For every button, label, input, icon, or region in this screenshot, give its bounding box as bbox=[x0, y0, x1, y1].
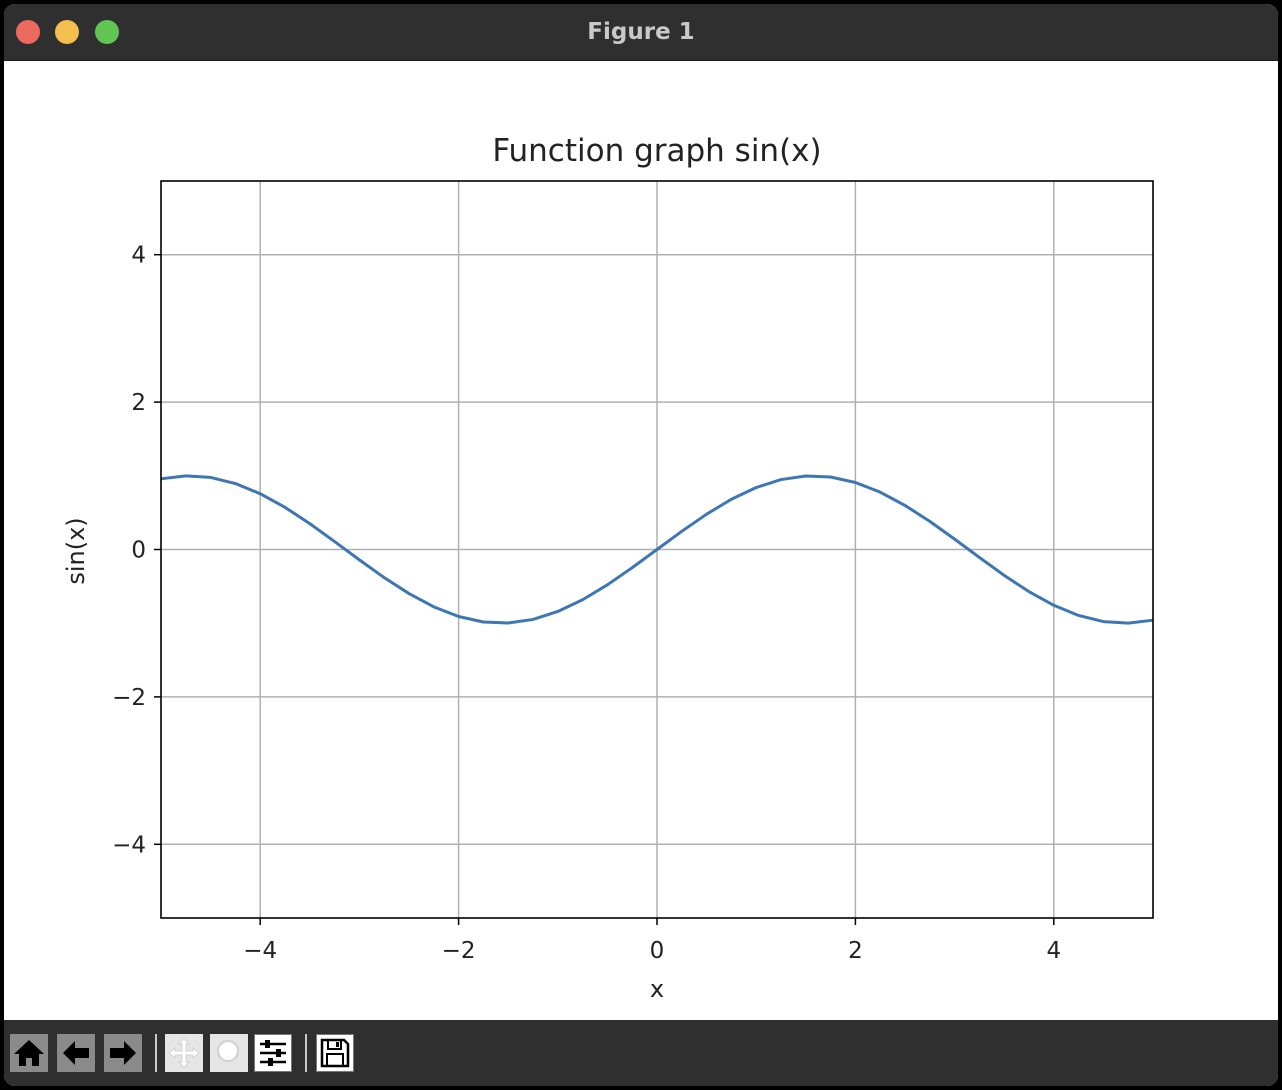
floppy-disk-icon bbox=[320, 1038, 350, 1068]
arrow-left-icon bbox=[63, 1041, 89, 1065]
x-axis-label: x bbox=[650, 975, 664, 1003]
sin-chart: −4 −2 0 2 4 −4 −2 0 2 4 Function graph sin(x) x s… bbox=[62, 133, 1154, 1003]
pan-button[interactable] bbox=[165, 1034, 203, 1072]
x-tick-label: −2 bbox=[442, 938, 476, 964]
figure-canvas[interactable]: −4 −2 0 2 4 −4 −2 0 2 4 Function graph sin(x) x s… bbox=[4, 61, 1278, 1020]
sliders-icon bbox=[260, 1040, 286, 1066]
zoom-button[interactable] bbox=[210, 1034, 248, 1072]
figure-window: Figure 1 −4 −2 0 2 4 −4 −2 0 2 4 Function graph s… bbox=[4, 4, 1278, 1086]
toolbar-separator bbox=[305, 1034, 307, 1072]
arrow-right-icon bbox=[110, 1041, 136, 1065]
y-tick-label: −4 bbox=[112, 832, 146, 858]
back-button[interactable] bbox=[57, 1034, 95, 1072]
navigation-toolbar bbox=[4, 1020, 1278, 1086]
y-tick-label: 4 bbox=[131, 243, 146, 269]
y-tick-label: −2 bbox=[112, 685, 146, 711]
move-icon bbox=[168, 1037, 200, 1069]
y-tick-label: 2 bbox=[131, 390, 146, 416]
maximize-button[interactable] bbox=[95, 20, 119, 44]
series-layer bbox=[160, 474, 1154, 625]
magnifier-icon bbox=[217, 1040, 239, 1062]
minimize-button[interactable] bbox=[55, 20, 79, 44]
series-line bbox=[160, 474, 1154, 625]
toolbar-separator bbox=[155, 1034, 157, 1072]
x-tick-label: 2 bbox=[848, 938, 863, 964]
y-tick-label: 0 bbox=[131, 538, 146, 564]
x-tick-label: 0 bbox=[650, 938, 665, 964]
tick-labels: −4 −2 0 2 4 −4 −2 0 2 4 bbox=[112, 243, 1061, 964]
title-bar[interactable]: Figure 1 bbox=[4, 4, 1278, 61]
chart-title: Function graph sin(x) bbox=[492, 133, 821, 169]
save-button[interactable] bbox=[316, 1034, 354, 1072]
close-button[interactable] bbox=[16, 20, 40, 44]
home-button[interactable] bbox=[10, 1034, 48, 1072]
home-icon bbox=[14, 1040, 44, 1066]
tick-marks bbox=[154, 253, 1055, 925]
x-tick-label: 4 bbox=[1046, 938, 1061, 964]
configure-subplots-button[interactable] bbox=[254, 1034, 292, 1072]
forward-button[interactable] bbox=[104, 1034, 142, 1072]
window-title: Figure 1 bbox=[587, 19, 695, 45]
x-tick-label: −4 bbox=[243, 938, 277, 964]
y-axis-label: sin(x) bbox=[62, 517, 90, 584]
